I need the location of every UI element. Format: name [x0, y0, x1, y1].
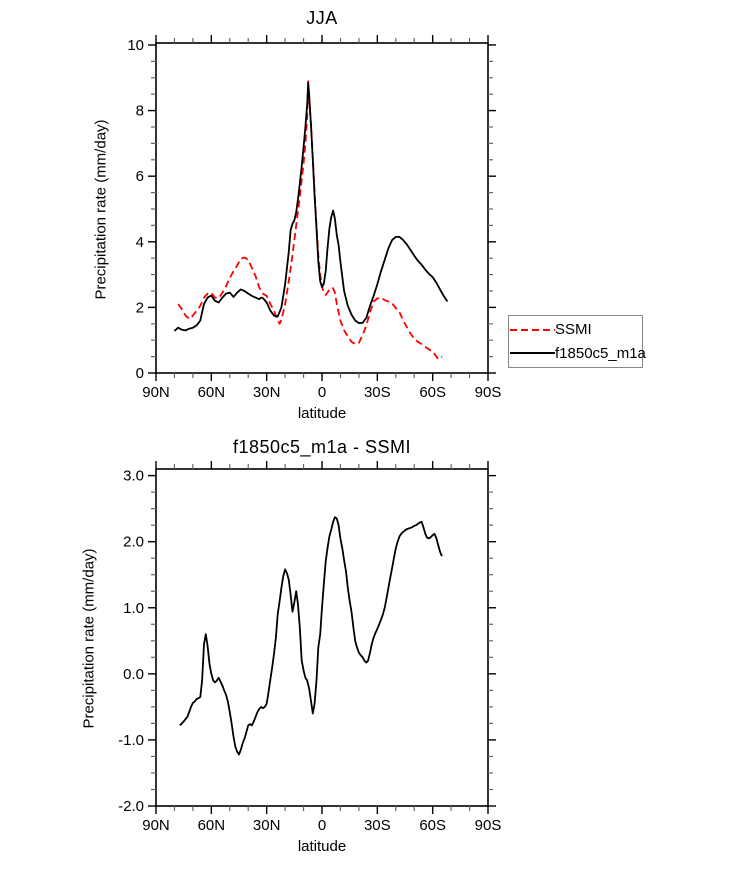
y-axis-tick-label: 2 [136, 299, 144, 316]
legend-label-ssmi: SSMI [555, 321, 592, 339]
bottom-panel-x-axis-label: latitude [297, 838, 347, 855]
y-axis-tick-label: 2.0 [123, 534, 144, 551]
y-axis-tick-label: -2.0 [118, 798, 144, 815]
top-panel-x-axis-label: latitude [297, 405, 347, 422]
series-line-f1850c5-m1a-ssmi [179, 516, 443, 756]
legend: SSMI f1850c5_m1a [508, 315, 646, 368]
y-axis-tick-label: 3.0 [123, 468, 144, 485]
x-axis-tick-label: 30N [253, 384, 281, 401]
legend-item-ssmi: SSMI [509, 320, 642, 340]
x-axis-tick-label: 90N [142, 817, 170, 834]
x-axis-tick-label: 90N [142, 384, 170, 401]
y-axis-tick-label: 10 [127, 37, 144, 54]
y-axis-tick-label: -1.0 [118, 732, 144, 749]
x-axis-tick-label: 60S [419, 384, 446, 401]
legend-label-f1850c5-m1a: f1850c5_m1a [555, 344, 646, 362]
y-axis-tick-label: 0 [136, 365, 144, 382]
y-axis-tick-label: 6 [136, 168, 144, 185]
top-panel-title: JJA [306, 8, 338, 28]
x-axis-tick-label: 0 [318, 384, 326, 401]
y-axis-tick-label: 0.0 [123, 666, 144, 683]
legend-solid-line-icon [510, 352, 555, 355]
legend-item-f1850c5-m1a: f1850c5_m1a [509, 343, 646, 363]
series-line-f1850c5-m1a [173, 81, 449, 332]
top-panel-y-axis-label: Precipitation rate (mm/day) [92, 119, 110, 300]
y-axis-tick-label: 4 [136, 234, 144, 251]
y-axis-tick-label: 1.0 [123, 600, 144, 617]
x-axis-tick-label: 60S [419, 817, 446, 834]
x-axis-tick-label: 30S [364, 817, 391, 834]
legend-dashed-line-icon [510, 328, 555, 331]
x-axis-tick-label: 30N [253, 817, 281, 834]
bottom-panel-y-axis-label: Precipitation rate (mm/day) [80, 548, 98, 729]
bottom-panel-title: f1850c5_m1a - SSMI [232, 437, 412, 457]
x-axis-tick-label: 30S [364, 384, 391, 401]
y-axis-tick-label: 8 [136, 103, 144, 120]
x-axis-tick-label: 0 [318, 817, 326, 834]
x-axis-tick-label: 60N [198, 384, 226, 401]
x-axis-tick-label: 60N [198, 817, 226, 834]
x-axis-tick-label: 90S [475, 817, 502, 834]
x-axis-tick-label: 90S [475, 384, 502, 401]
axis-frame [155, 42, 489, 374]
